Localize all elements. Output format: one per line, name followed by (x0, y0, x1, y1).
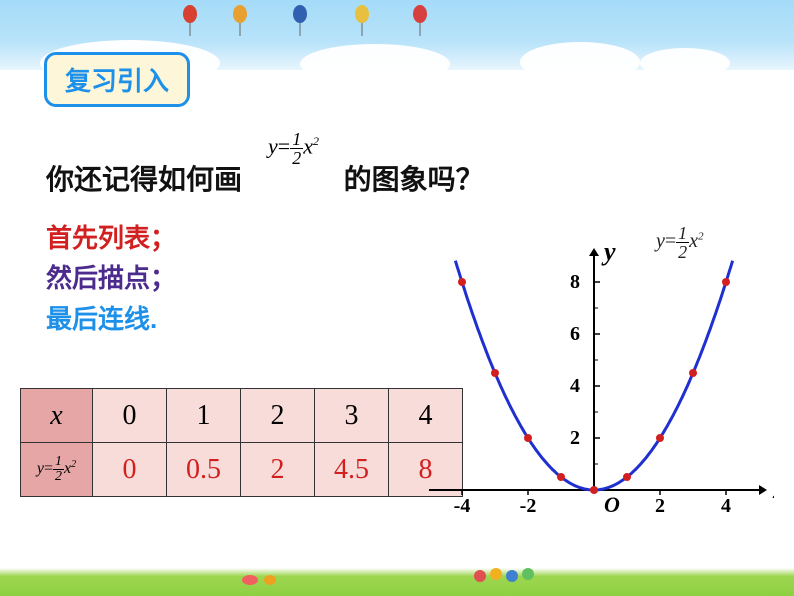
formula-chart: y=12x2 (656, 224, 704, 261)
question-suffix: 的图象吗？ (344, 164, 484, 195)
svg-text:-4: -4 (454, 495, 471, 517)
question-text: 你还记得如何画 的图象吗？ (46, 158, 484, 198)
table-cell: 0 (93, 443, 167, 497)
parabola-chart: -4 -2 2 4 2 4 6 8 Ox y (414, 220, 774, 520)
svg-text:x: x (772, 475, 774, 504)
table-cell: 0.5 (167, 443, 241, 497)
svg-text:8: 8 (570, 271, 580, 293)
svg-text:6: 6 (570, 323, 580, 345)
svg-text:2: 2 (570, 427, 580, 449)
table-x-header: x (21, 389, 93, 443)
grass-footer (0, 568, 794, 596)
svg-text:O: O (604, 492, 620, 517)
table-cell: 3 (315, 389, 389, 443)
formula-inline: y=12x2 (268, 130, 319, 167)
svg-text:4: 4 (570, 375, 580, 397)
svg-text:4: 4 (721, 495, 731, 517)
svg-text:-2: -2 (520, 495, 537, 517)
table-cell: 0 (93, 389, 167, 443)
step-1: 首先列表； (46, 218, 176, 258)
question-prefix: 你还记得如何画 (46, 164, 242, 195)
balloons (0, 0, 794, 60)
table-cell: 2 (241, 389, 315, 443)
step-2: 然后描点； (46, 258, 176, 298)
svg-text:y: y (601, 237, 616, 266)
value-table: x 0 1 2 3 4 y=12x2 0 0.5 2 4.5 8 (20, 388, 463, 497)
step-3: 最后连线. (46, 299, 176, 339)
table-cell: 4.5 (315, 443, 389, 497)
svg-text:2: 2 (655, 495, 665, 517)
section-badge: 复习引入 (44, 52, 190, 107)
steps-list: 首先列表； 然后描点； 最后连线. (46, 218, 176, 339)
table-cell: 1 (167, 389, 241, 443)
table-y-header: y=12x2 (21, 443, 93, 497)
table-cell: 2 (241, 443, 315, 497)
